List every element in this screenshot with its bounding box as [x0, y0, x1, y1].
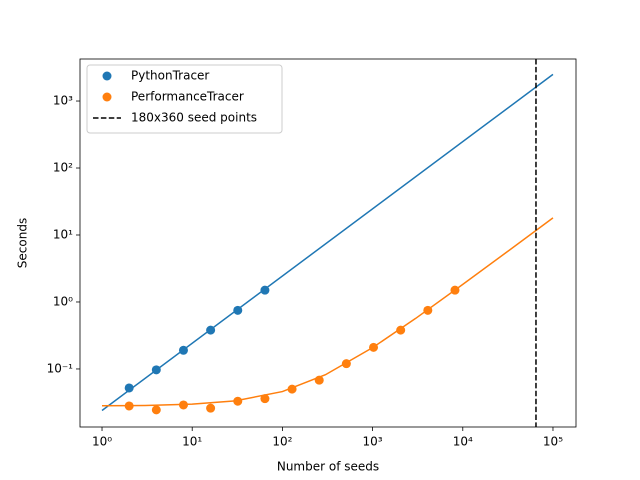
y-tick-label: 10⁻¹ — [47, 361, 74, 375]
x-tick-label: 10² — [272, 435, 292, 449]
scatter-point — [124, 401, 134, 411]
x-tick-label: 10⁴ — [453, 435, 473, 449]
y-tick-label: 10¹ — [53, 227, 73, 241]
scatter-point — [287, 384, 297, 394]
y-axis-label: Seconds — [16, 218, 30, 268]
scatter-point — [369, 342, 379, 352]
legend-marker — [102, 92, 112, 102]
legend-marker — [102, 71, 112, 81]
y-tick-label: 10² — [53, 161, 73, 175]
fit-line — [101, 73, 554, 412]
legend-label: PythonTracer — [131, 69, 209, 83]
x-axis-label: Number of seeds — [277, 460, 379, 474]
scatter-point — [206, 403, 216, 413]
legend-box — [86, 64, 283, 134]
scatter-point — [178, 345, 188, 355]
x-tick-label: 10¹ — [182, 435, 202, 449]
scatter-point — [314, 375, 324, 385]
legend-label: 180x360 seed points — [131, 111, 257, 125]
scatter-point — [423, 305, 433, 315]
scatter-point — [151, 365, 161, 375]
scatter-point — [124, 383, 134, 393]
fit-line — [102, 217, 554, 407]
scatter-point — [206, 325, 216, 335]
scatter-point — [260, 394, 270, 404]
x-tick-label: 10⁵ — [543, 435, 563, 449]
scatter-point — [151, 405, 161, 415]
scatter-point — [178, 400, 188, 410]
scatter-point — [233, 396, 243, 406]
scatter-point — [260, 285, 270, 295]
y-tick-label: 10³ — [53, 94, 73, 108]
legend-label: PerformanceTracer — [131, 90, 244, 104]
x-tick-label: 10⁰ — [92, 435, 112, 449]
axes-frame — [79, 58, 577, 428]
scatter-point — [341, 359, 351, 369]
scatter-point — [450, 285, 460, 295]
x-tick-label: 10³ — [363, 435, 383, 449]
y-tick-label: 10⁰ — [53, 294, 73, 308]
scatter-point — [233, 305, 243, 315]
scatter-point — [396, 325, 406, 335]
